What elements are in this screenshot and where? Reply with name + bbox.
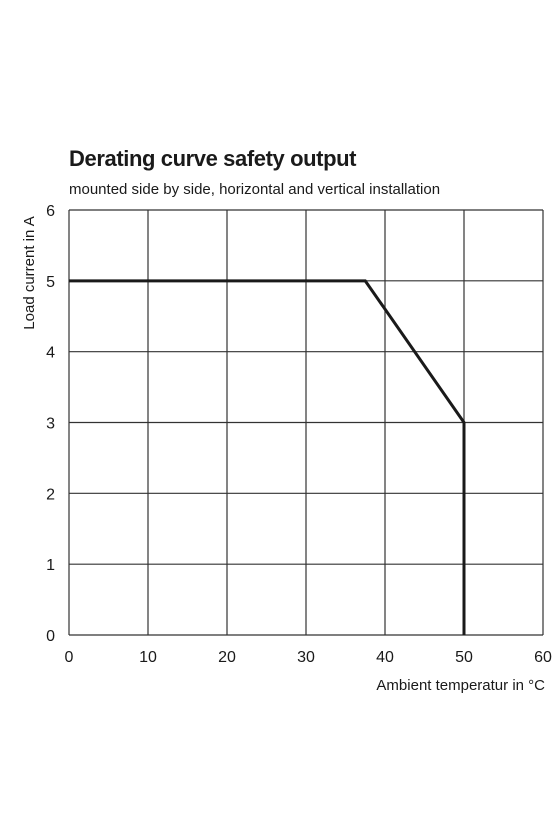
x-tick-label-1: 10	[139, 649, 157, 666]
x-tick-labels: 0 10 20 30 40 50 60	[65, 649, 552, 666]
y-tick-label-3: 3	[46, 416, 55, 433]
y-axis-label: Load current in A	[21, 216, 38, 329]
x-tick-label-0: 0	[65, 649, 74, 666]
chart-title: Derating curve safety output	[69, 146, 357, 171]
x-tick-label-5: 50	[455, 649, 473, 666]
grid-lines	[68, 209, 544, 636]
y-tick-label-2: 2	[46, 486, 55, 503]
x-tick-label-4: 40	[376, 649, 394, 666]
y-tick-label-6: 6	[46, 203, 55, 220]
chart-subtitle: mounted side by side, horizontal and ver…	[69, 181, 441, 198]
x-tick-label-2: 20	[218, 649, 236, 666]
series-line-0	[69, 279, 466, 635]
x-tick-label-6: 60	[534, 649, 552, 666]
y-tick-label-0: 0	[46, 628, 55, 645]
y-tick-label-1: 1	[46, 557, 55, 574]
y-tick-labels: 0 1 2 3 4 5 6	[46, 203, 55, 645]
x-tick-label-3: 30	[297, 649, 315, 666]
x-axis-label: Ambient temperatur in °C	[376, 677, 545, 694]
y-tick-label-4: 4	[46, 345, 55, 362]
y-tick-label-5: 5	[46, 274, 55, 291]
series-group	[69, 279, 466, 635]
